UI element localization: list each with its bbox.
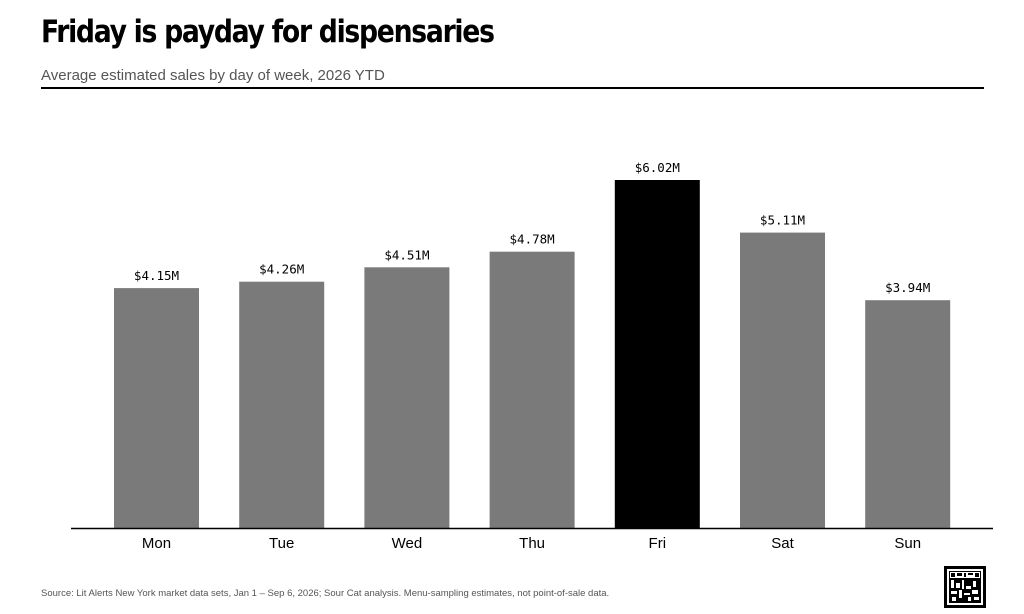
data-label-tue: $4.26M [259,262,304,277]
data-label-thu: $4.78M [510,232,555,247]
tick-label-sat: Sat [771,535,794,552]
data-label-sat: $5.11M [760,213,805,228]
bar-thu [489,251,575,528]
data-label-fri: $6.02M [635,160,680,175]
tick-label-mon: Mon [142,535,171,552]
bar-fri [614,180,700,528]
source-note: Source: Lit Alerts New York market data … [41,588,610,599]
sour-cat-logo-icon [944,566,986,608]
tick-label-thu: Thu [519,535,545,552]
tick-label-fri: Fri [649,535,667,552]
data-label-mon: $4.15M [134,268,179,283]
tick-label-wed: Wed [392,535,423,552]
bar-mon [114,288,199,528]
data-label-sun: $3.94M [885,280,930,295]
data-label-wed: $4.51M [384,247,429,262]
bar-sun [865,300,951,528]
bar-sat [740,232,825,528]
tick-label-sun: Sun [894,535,921,552]
bar-wed [364,267,450,528]
chart-subtitle: Average estimated sales by day of week, … [41,67,385,84]
tick-label-tue: Tue [269,535,294,552]
chart-title: Friday is payday for dispensaries [41,14,495,50]
header-rule [41,87,984,89]
bar-tue [239,281,325,528]
